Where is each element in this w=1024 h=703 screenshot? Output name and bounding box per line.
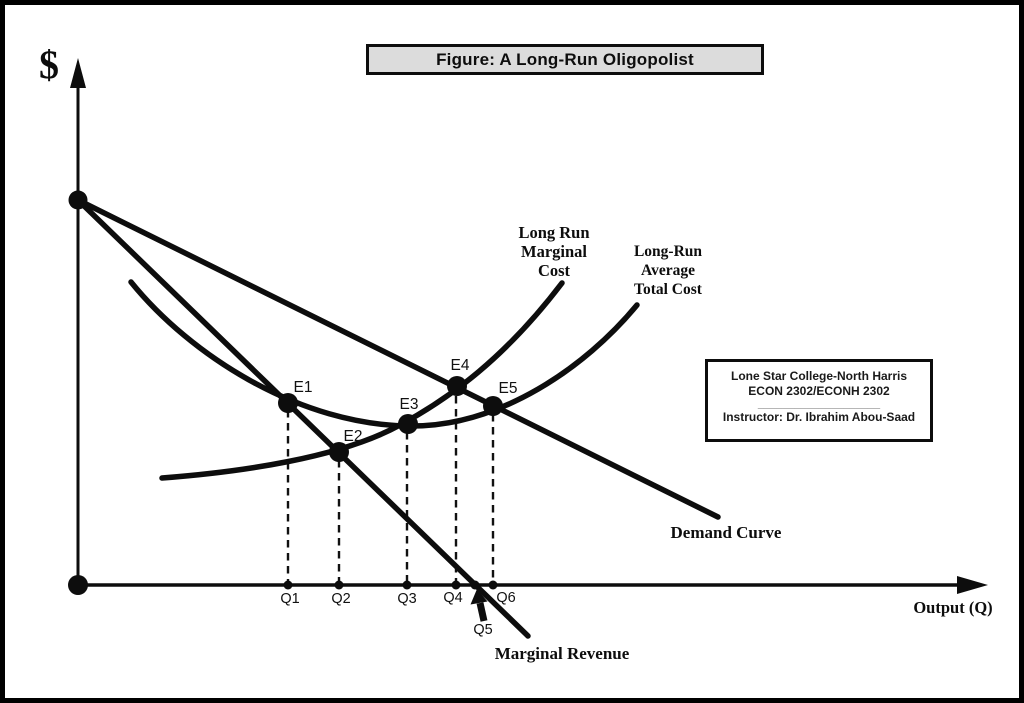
figure-title: Figure: A Long-Run Oligopolist: [436, 49, 694, 69]
label-q1: Q1: [280, 591, 299, 607]
label-e2: E2: [344, 428, 363, 445]
instructor-name: Instructor: Dr. Ibrahim Abou-Saad: [722, 410, 916, 424]
figure-title-box: Figure: A Long-Run Oligopolist: [366, 44, 764, 75]
point-e2: [329, 442, 349, 462]
lrmc-label-line1: Long Run: [518, 223, 589, 242]
point-e4: [447, 376, 467, 396]
label-e5: E5: [499, 380, 518, 397]
demand-curve-label: Demand Curve: [671, 523, 782, 542]
label-e4: E4: [451, 357, 470, 374]
lratc-label-line1: Long-Run: [634, 243, 702, 260]
label-e1: E1: [294, 379, 313, 396]
label-q3: Q3: [397, 591, 416, 607]
axis-dot-q6: [488, 580, 498, 590]
price-intercept-dot: [68, 190, 88, 210]
marginal-revenue-line: [75, 197, 531, 639]
info-box-divider: ____________________: [757, 398, 881, 410]
axis-dot-q4: [451, 580, 461, 590]
college-name: Lone Star College-North Harris: [730, 369, 908, 383]
label-q6: Q6: [496, 590, 515, 606]
y-axis-arrow-icon: [70, 58, 86, 88]
lrmc-label-line2: Marginal: [521, 242, 587, 261]
demand-curve-line: [75, 197, 721, 520]
course-code: ECON 2302/ECONH 2302: [748, 384, 890, 398]
point-e1: [278, 393, 298, 413]
q5-arrow-shaft: [476, 602, 488, 622]
point-e5: [483, 396, 503, 416]
label-q5: Q5: [473, 622, 492, 638]
origin-dot: [68, 575, 88, 595]
label-q4: Q4: [443, 590, 462, 606]
x-axis-arrow-icon: [957, 576, 988, 594]
lrmc-label-line3: Cost: [538, 261, 571, 280]
marginal-revenue-label: Marginal Revenue: [495, 644, 630, 663]
lratc-label-line2: Average: [641, 262, 695, 279]
diagram-canvas: $ Output (Q) Long Run Marginal Cost Long…: [39, 42, 993, 663]
course-info-box: Lone Star College-North Harris ECON 2302…: [705, 359, 933, 442]
label-e3: E3: [400, 396, 419, 413]
axis-dot-q5: [470, 580, 480, 590]
axis-dot-q3: [402, 580, 412, 590]
label-q2: Q2: [331, 591, 350, 607]
y-axis-label: $: [39, 42, 59, 87]
axis-dot-q2: [334, 580, 344, 590]
q5-arrow-icon: [470, 589, 488, 605]
lratc-label-line3: Total Cost: [634, 281, 703, 298]
x-axis-label: Output (Q): [913, 598, 992, 617]
axis-dot-q1: [283, 580, 293, 590]
point-e3: [398, 414, 418, 434]
